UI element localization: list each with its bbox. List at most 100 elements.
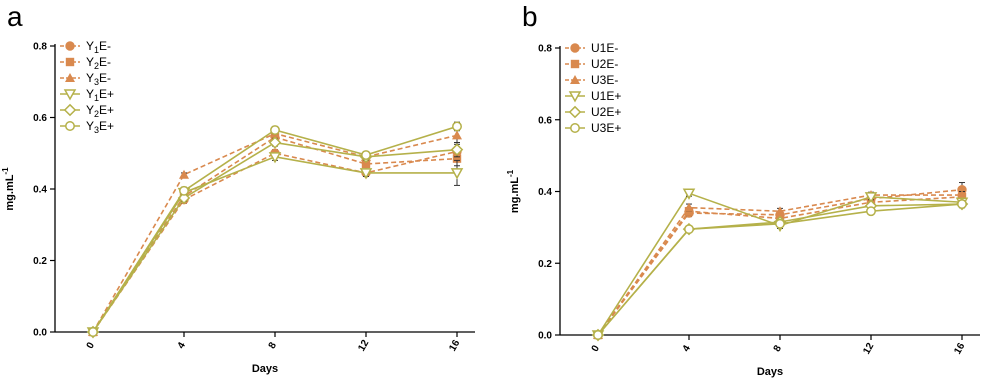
data-point bbox=[88, 327, 98, 337]
legend-label-tail: E+ bbox=[99, 103, 114, 117]
y-tick-label: 0.6 bbox=[33, 113, 47, 124]
x-tick-label: 16 bbox=[447, 338, 462, 354]
x-tick-label: 4 bbox=[681, 343, 694, 354]
chart-panel-b: b 0.0 0.2 0.4 0.6 0.8 0 4 8 12 16 Days mg.mL-1 U1E- U2… bbox=[506, 1, 980, 378]
data-point bbox=[452, 121, 462, 132]
legend-label: U3E- bbox=[591, 73, 618, 87]
legend-marker bbox=[570, 59, 580, 69]
legend-label-main: Y bbox=[86, 71, 94, 85]
y-tick-label: 0.2 bbox=[538, 259, 552, 270]
legend-label-subscript: 1 bbox=[94, 93, 99, 103]
data-point bbox=[450, 143, 464, 156]
legend-label: Y2E- bbox=[86, 55, 111, 71]
legend-label-main: U3E- bbox=[591, 73, 618, 87]
legend-label-main: Y bbox=[86, 39, 94, 53]
legend-marker bbox=[568, 91, 582, 103]
legend-marker bbox=[570, 75, 580, 84]
legend-label-main: Y bbox=[86, 103, 94, 117]
data-point bbox=[268, 152, 282, 164]
data-point bbox=[179, 185, 189, 196]
panel-letter: b bbox=[522, 1, 538, 32]
legend-label-main: U2E+ bbox=[591, 105, 621, 119]
legend-label-main: Y bbox=[86, 119, 94, 133]
data-point bbox=[270, 125, 280, 135]
legend-label-tail: E- bbox=[99, 55, 111, 69]
legend-marker bbox=[570, 43, 580, 53]
y-tick-label: 0.6 bbox=[538, 115, 552, 126]
legend-label-subscript: 2 bbox=[94, 61, 99, 71]
legend-marker bbox=[568, 105, 582, 119]
legend-label: Y1E+ bbox=[86, 87, 114, 103]
legend-label-tail: E- bbox=[99, 39, 111, 53]
data-point bbox=[359, 168, 373, 180]
y-tick-label: 0.0 bbox=[33, 328, 47, 339]
series-Y2E+ bbox=[86, 136, 464, 339]
legend-label: U1E+ bbox=[591, 89, 621, 103]
legend: U1E- U2E- U3E- U1E+ U2E+ U3E+ bbox=[565, 41, 621, 135]
data-point bbox=[682, 188, 696, 200]
y-tick-label: 0.8 bbox=[33, 42, 47, 53]
series-U3E- bbox=[593, 190, 967, 339]
legend-marker bbox=[570, 123, 580, 133]
legend-label-tail: E+ bbox=[99, 119, 114, 133]
legend-label-subscript: 1 bbox=[94, 45, 99, 55]
data-point bbox=[864, 192, 878, 204]
x-tick-label: 16 bbox=[952, 341, 967, 357]
data-point bbox=[179, 169, 189, 179]
series-line bbox=[92, 141, 458, 333]
y-axis-title: mg.mL-1 bbox=[506, 169, 521, 213]
legend-label-tail: E- bbox=[99, 71, 111, 85]
data-point bbox=[866, 206, 876, 217]
y-axis-title-superscript: -1 bbox=[506, 169, 515, 177]
series-line bbox=[597, 194, 962, 336]
data-point bbox=[957, 190, 967, 200]
legend-label-subscript: 3 bbox=[94, 77, 99, 87]
legend-marker bbox=[63, 103, 77, 117]
y-tick-label: 0.4 bbox=[538, 187, 552, 198]
legend-label-tail: E+ bbox=[99, 87, 114, 101]
legend-marker bbox=[65, 41, 75, 51]
data-point bbox=[450, 168, 464, 180]
legend-label: Y3E- bbox=[86, 71, 111, 87]
data-point bbox=[452, 154, 462, 163]
legend-marker bbox=[65, 121, 75, 131]
legend-label-subscript: 2 bbox=[94, 109, 99, 119]
data-point bbox=[775, 218, 785, 229]
data-point bbox=[593, 330, 603, 340]
y-tick-label: 0.8 bbox=[538, 44, 552, 55]
x-tick-label: 8 bbox=[267, 340, 280, 351]
legend-marker bbox=[65, 73, 75, 82]
x-tick-label: 8 bbox=[772, 343, 785, 354]
legend-label-subscript: 3 bbox=[94, 125, 99, 135]
legend-marker bbox=[65, 57, 75, 67]
data-point bbox=[957, 199, 967, 210]
legend-label-main: U1E- bbox=[591, 41, 618, 55]
x-tick-label: 12 bbox=[861, 341, 876, 357]
panel-letter: a bbox=[7, 1, 23, 32]
y-axis-title-superscript: -1 bbox=[1, 167, 10, 175]
x-axis-title: Days bbox=[757, 366, 783, 378]
data-point bbox=[684, 202, 694, 212]
data-point bbox=[268, 136, 282, 149]
series-U3E+ bbox=[593, 199, 967, 340]
data-point bbox=[361, 150, 371, 160]
chart-panel-a: a0.00.20.40.60.80 4 8 12 16Daysmg.mL-1Y1E-Y2… bbox=[1, 1, 475, 375]
legend-label: Y2E+ bbox=[86, 103, 114, 119]
x-tick-label: 0 bbox=[85, 340, 98, 351]
legend-label: U2E+ bbox=[591, 105, 621, 119]
legend-label-main: U2E- bbox=[591, 57, 618, 71]
series-line bbox=[92, 150, 458, 333]
legend-label-main: Y bbox=[86, 55, 94, 69]
series-Y3E+ bbox=[88, 121, 462, 337]
legend-label: U1E- bbox=[591, 41, 618, 55]
y-tick-label: 0.0 bbox=[538, 331, 552, 342]
legend-marker bbox=[63, 89, 77, 101]
legend-label: Y3E+ bbox=[86, 119, 114, 135]
x-tick-label: 4 bbox=[176, 340, 189, 351]
legend-label-main: U3E+ bbox=[591, 121, 621, 135]
data-point bbox=[452, 130, 462, 140]
y-axis-title: mg.mL-1 bbox=[1, 167, 16, 211]
series-line bbox=[92, 136, 458, 333]
